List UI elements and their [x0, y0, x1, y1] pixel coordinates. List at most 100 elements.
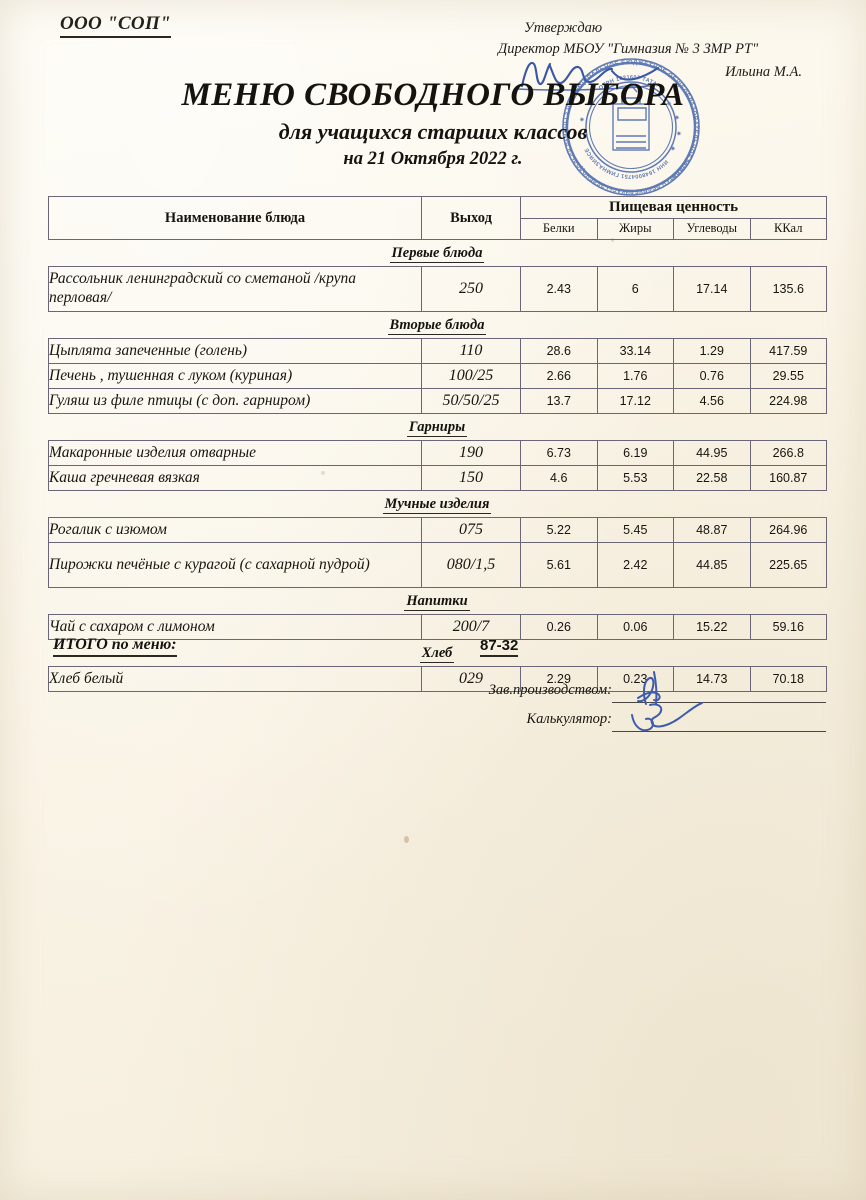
signature-label-calculator: Калькулятор:	[526, 711, 613, 727]
page-subtitle: для учащихся старших классов	[278, 118, 588, 144]
paper-speck	[404, 836, 409, 843]
signature-block: Зав.производством: Калькулятор:	[430, 671, 826, 736]
cell-protein: 0.26	[520, 614, 598, 640]
cell-kcal: 70.18	[749, 666, 827, 692]
column-header-kcal: ККал	[749, 217, 828, 240]
cell-kcal: 135.6	[749, 266, 827, 312]
cell-protein: 5.61	[520, 542, 598, 588]
organization-name: ООО "СОП"	[60, 13, 171, 38]
signature-label-production: Зав.производством:	[488, 682, 612, 698]
approval-director-name: Ильина М.А.	[725, 64, 802, 81]
table-row[interactable]: Рогалик с изюмом 075 5.22 5.45 48.87 264.96	[48, 517, 827, 543]
cell-dish-name: Каша гречневая вязкая	[48, 465, 422, 491]
production-signature-mark	[637, 671, 661, 705]
cell-fat: 0.06	[596, 614, 674, 640]
menu-section-table: Рассольник ленинградский со сметаной /кр…	[48, 266, 827, 312]
cell-kcal: 264.96	[749, 517, 827, 543]
cell-kcal: 266.8	[749, 440, 827, 466]
table-row[interactable]: Печень , тушенная с луком (куриная) 100/2…	[48, 363, 827, 389]
column-header-nutrition: Пищевая ценность	[519, 196, 828, 219]
cell-kcal: 160.87	[749, 465, 827, 491]
total-value: 87-32	[480, 637, 519, 657]
title-block: МЕНЮ СВОБОДНОГО ВЫБОРА для учащихся стар…	[0, 77, 866, 169]
cell-fat: 5.45	[596, 517, 674, 543]
section-label: Гарниры	[48, 414, 826, 440]
cell-fat: 6.19	[596, 440, 674, 466]
cell-carbs: 15.22	[673, 614, 751, 640]
approval-word: Утверждаю	[524, 20, 603, 36]
cell-kcal: 417.59	[749, 338, 827, 364]
table-row[interactable]: Каша гречневая вязкая 150 4.6 5.53 22.58 160.…	[48, 465, 827, 491]
cell-carbs: 44.85	[673, 542, 751, 588]
cell-kcal: 224.98	[749, 388, 827, 414]
cell-protein: 6.73	[520, 440, 598, 466]
section-label-text: Хлеб	[419, 645, 455, 663]
cell-fat: 2.42	[596, 542, 674, 588]
section-label-text: Напитки	[404, 593, 470, 611]
approval-block: Утверждаю Директор МБОУ "Гимназия № 3 ЗМ…	[498, 18, 828, 83]
cell-dish-name: Пирожки печёные с курагой (с сахарной пу…	[48, 542, 422, 588]
section-label-text: Гарниры	[406, 419, 468, 437]
total-row: ИТОГО по меню: 87-32	[48, 636, 826, 658]
cell-dish-name: Печень , тушенная с луком (куриная)	[48, 363, 422, 389]
section-label: Мучные изделия	[48, 491, 826, 517]
table-row[interactable]: Гуляш из филе птицы (с доп. гарниром) 50/…	[48, 388, 827, 414]
menu-section-table: Хлеб белый 029 2.29 0.23 14.73 70.18	[48, 666, 827, 692]
cell-carbs: 14.73	[673, 666, 751, 692]
menu-section-table: Цыплята запеченные (голень) 110 28.6 33.14 1…	[48, 338, 827, 414]
menu-section-table: Макаронные изделия отварные 190 6.73 6.19 44…	[48, 440, 827, 491]
signature-line-production: Зав.производством:	[430, 671, 826, 707]
cell-dish-name: Хлеб белый	[48, 666, 422, 692]
table-row[interactable]: Чай с сахаром с лимоном 200/7 0.26 0.06 15.2…	[48, 614, 827, 640]
page-date: на 21 Октября 2022 г.	[343, 148, 523, 169]
signature-rule	[612, 731, 826, 732]
cell-carbs: 17.14	[673, 266, 751, 312]
table-row[interactable]: Пирожки печёные с курагой (с сахарной пу…	[48, 542, 827, 588]
cell-output: 075	[421, 517, 521, 543]
cell-carbs: 0.76	[673, 363, 751, 389]
cell-output: 50/50/25	[421, 388, 521, 414]
section-label: Хлеб	[48, 640, 826, 666]
cell-kcal: 59.16	[749, 614, 827, 640]
table-row[interactable]: Цыплята запеченные (голень) 110 28.6 33.14 1…	[48, 338, 827, 364]
calculator-signature-mark	[631, 702, 703, 732]
cell-protein: 2.66	[520, 363, 598, 389]
cell-output: 150	[421, 465, 521, 491]
column-header-name: Наименование блюда	[48, 196, 422, 240]
cell-protein: 13.7	[520, 388, 598, 414]
column-header-output: Выход	[421, 196, 521, 240]
cell-dish-name: Гуляш из филе птицы (с доп. гарниром)	[48, 388, 422, 414]
cell-output: 200/7	[421, 614, 521, 640]
cell-dish-name: Рассольник ленинградский со сметаной /кр…	[48, 266, 422, 312]
cell-fat: 1.76	[596, 363, 674, 389]
signature-line-calculator: Калькулятор:	[430, 702, 826, 736]
column-header-protein: Белки	[520, 217, 598, 240]
cell-output: 029	[421, 666, 521, 692]
cell-output: 190	[421, 440, 521, 466]
cell-dish-name: Цыплята запеченные (голень)	[48, 338, 422, 364]
menu-section-table: Чай с сахаром с лимоном 200/7 0.26 0.06 15.2…	[48, 614, 827, 640]
cell-output: 100/25	[421, 363, 521, 389]
section-label-text: Мучные изделия	[382, 496, 492, 514]
cell-protein: 2.43	[520, 266, 598, 312]
menu-section-table: Рогалик с изюмом 075 5.22 5.45 48.87 264.96 Пи…	[48, 517, 827, 588]
cell-carbs: 1.29	[673, 338, 751, 364]
table-row[interactable]: Хлеб белый 029 2.29 0.23 14.73 70.18	[48, 666, 827, 692]
cell-dish-name: Рогалик с изюмом	[48, 517, 422, 543]
cell-output: 250	[421, 266, 521, 312]
cell-fat: 5.53	[596, 465, 674, 491]
cell-carbs: 4.56	[673, 388, 751, 414]
section-label: Напитки	[48, 588, 826, 614]
table-row[interactable]: Рассольник ленинградский со сметаной /кр…	[48, 266, 827, 312]
cell-fat: 0.23	[596, 666, 674, 692]
cell-output: 080/1,5	[421, 542, 521, 588]
section-label-text: Первые блюда	[389, 245, 485, 263]
cell-fat: 6	[596, 266, 674, 312]
approval-director-line: Директор МБОУ "Гимназия № 3 ЗМР РТ"	[498, 41, 759, 58]
table-row[interactable]: Макаронные изделия отварные 190 6.73 6.19 44…	[48, 440, 827, 466]
cell-carbs: 22.58	[673, 465, 751, 491]
section-label: Первые блюда	[48, 240, 826, 266]
column-header-fat: Жиры	[596, 217, 674, 240]
menu-table-header: Наименование блюда Выход Пищевая ценност…	[48, 196, 828, 240]
menu-table-container: Наименование блюда Выход Пищевая ценност…	[48, 196, 828, 692]
